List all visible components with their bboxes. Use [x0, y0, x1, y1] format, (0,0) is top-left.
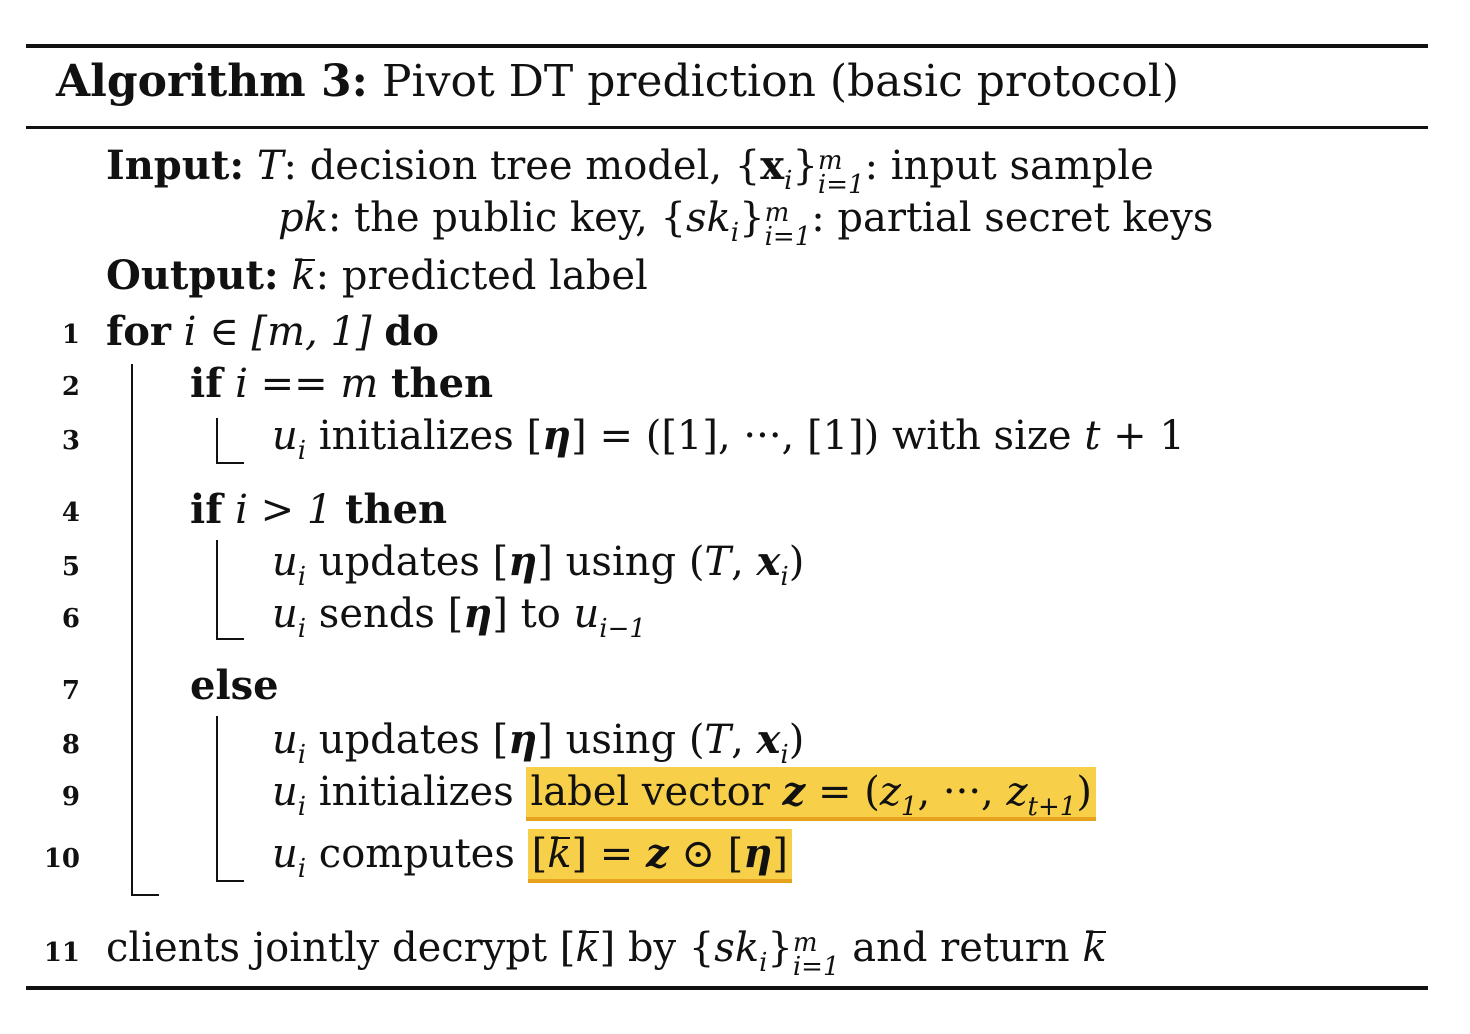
line-3: ui initializes [η] = ([1], ···, [1]) wit… — [272, 412, 1185, 466]
line-number: 2 — [61, 372, 80, 402]
scope-bar-if2 — [216, 540, 218, 640]
line-5: ui updates [η] using (T, xi) — [272, 538, 805, 592]
line-1: for i ∈ [m, 1] do — [106, 308, 439, 355]
line-number: 3 — [61, 426, 80, 456]
output-line: Output: k: predicted label — [106, 252, 648, 299]
highlight: [k] = z ⊙ [η] — [527, 829, 792, 883]
line-7: else — [190, 662, 279, 709]
scope-end-else — [216, 880, 244, 882]
line-2: if i == m then — [190, 360, 494, 407]
line-number: 4 — [61, 498, 80, 528]
line-8: ui updates [η] using (T, xi) — [272, 716, 805, 770]
input-line-1: Input: T: decision tree model, {xi}m i=1:… — [106, 142, 1154, 200]
algorithm-title: Algorithm 3: Pivot DT prediction (basic … — [56, 56, 1179, 107]
line-number: 5 — [61, 552, 80, 582]
scope-end-if1 — [216, 462, 244, 464]
top-rule — [26, 44, 1428, 48]
line-11: clients jointly decrypt [k] by {ski}m i=1… — [106, 925, 1107, 982]
line-9: ui initializes label vector z = (z1, ···… — [272, 767, 1096, 821]
scope-bar-for — [131, 364, 133, 896]
line-number: 6 — [61, 604, 80, 634]
scope-bar-else — [216, 716, 218, 882]
highlight: label vector z = (z1, ···, zt+1) — [526, 767, 1096, 821]
scope-bar-if1 — [216, 418, 218, 464]
line-number: 7 — [61, 676, 80, 706]
line-number: 8 — [61, 730, 80, 760]
line-number: 1 — [61, 320, 80, 350]
line-6: ui sends [η] to ui−1 — [272, 590, 646, 644]
bottom-rule — [26, 986, 1428, 990]
line-4: if i > 1 then — [190, 486, 448, 533]
algorithm-label: Algorithm 3: — [56, 56, 368, 107]
algorithm-name: Pivot DT prediction (basic protocol) — [381, 56, 1179, 107]
line-number: 10 — [43, 844, 80, 874]
input-line-2: pk: the public key, {ski}m i=1: partial s… — [278, 195, 1214, 252]
title-rule — [26, 126, 1428, 129]
line-number: 9 — [61, 782, 80, 812]
line-number: 11 — [43, 938, 80, 968]
line-10: ui computes [k] = z ⊙ [η] — [272, 829, 792, 883]
scope-end-if2 — [216, 638, 244, 640]
scope-end-for — [131, 894, 159, 896]
